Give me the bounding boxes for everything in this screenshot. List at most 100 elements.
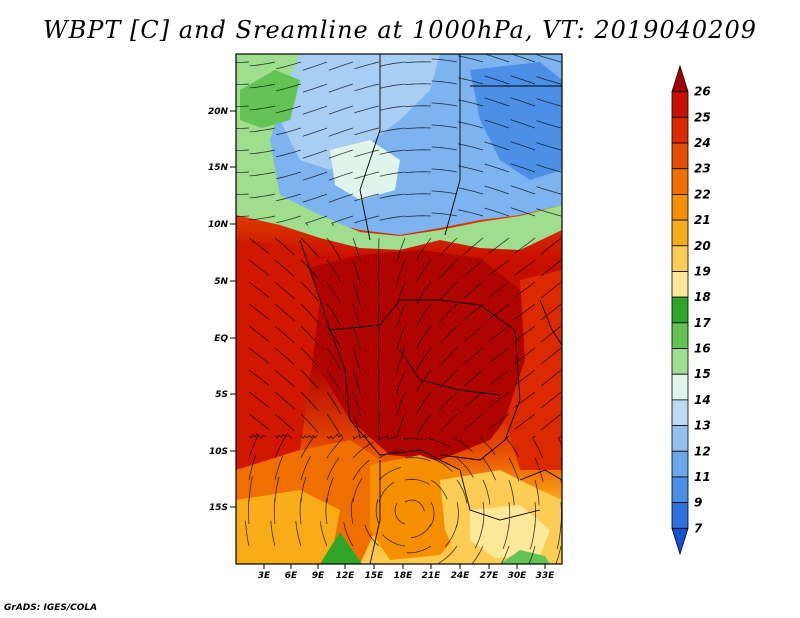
streamline	[540, 259, 562, 277]
streamline	[302, 171, 328, 181]
colorbar-swatch	[671, 91, 689, 118]
streamline	[405, 149, 432, 152]
streamline	[274, 391, 295, 410]
streamline	[403, 435, 427, 441]
streamline	[378, 467, 401, 481]
streamline	[404, 457, 431, 462]
streamline	[319, 521, 328, 547]
streamline	[249, 105, 276, 111]
streamline	[300, 435, 315, 459]
streamline	[305, 215, 328, 226]
streamline	[484, 54, 510, 63]
streamline	[378, 369, 380, 396]
streamline	[510, 141, 536, 151]
streamline	[378, 347, 380, 374]
streamline	[430, 479, 448, 500]
streamline	[326, 438, 344, 459]
streamline	[514, 303, 536, 320]
streamline	[300, 369, 319, 390]
streamline	[295, 520, 302, 547]
lon-tick-label: 15E	[365, 571, 385, 581]
colorbar-label: 25	[694, 110, 711, 124]
streamline	[300, 413, 319, 434]
streamline	[482, 479, 491, 505]
colorbar-label: 15	[694, 367, 711, 381]
streamline	[431, 58, 458, 63]
streamline	[249, 193, 276, 199]
streamline	[456, 501, 459, 528]
map-frame	[235, 53, 563, 565]
streamline	[300, 347, 319, 368]
streamline	[274, 433, 293, 439]
colorbar-label: 13	[694, 419, 711, 433]
streamline	[458, 55, 484, 63]
longitude-axis: 3E 6E 9E 12E 15E 18E 21E 24E 27E 30E 33E	[258, 564, 555, 581]
streamline	[463, 303, 484, 321]
streamline	[428, 435, 450, 448]
streamline	[378, 391, 380, 418]
colorbar-label: 26	[694, 85, 711, 99]
streamline	[300, 281, 319, 302]
streamline	[458, 99, 484, 107]
colorbar-swatch	[671, 476, 689, 504]
streamline	[352, 281, 361, 307]
streamline	[379, 61, 406, 67]
streamline	[558, 435, 562, 447]
streamline	[379, 215, 406, 221]
colorbar-label: 12	[694, 444, 711, 458]
streamline	[405, 193, 432, 196]
streamline	[351, 498, 354, 525]
streamline	[326, 477, 334, 503]
streamline	[354, 193, 380, 202]
streamline	[484, 141, 510, 151]
colorbar-label: 7	[694, 521, 703, 535]
lat-tick-label: 10N	[208, 220, 229, 230]
streamline	[536, 98, 562, 107]
streamline	[540, 391, 562, 409]
streamline	[274, 347, 295, 366]
streamline	[396, 391, 406, 417]
streamline	[249, 83, 276, 89]
streamline	[325, 498, 328, 525]
streamline	[406, 545, 432, 554]
streamline	[378, 435, 397, 440]
colorbar-swatch	[671, 142, 689, 170]
streamline	[458, 209, 484, 217]
streamline	[502, 523, 510, 549]
streamline	[276, 61, 302, 70]
streamline	[510, 163, 536, 173]
streamline	[439, 303, 458, 323]
streamline	[431, 80, 458, 85]
streamline	[248, 433, 267, 439]
streamline	[536, 54, 562, 63]
streamline	[326, 369, 341, 392]
streamline	[248, 281, 270, 299]
streamline	[276, 193, 302, 202]
streamline	[276, 83, 302, 92]
wbpt-highland-pale-region	[470, 505, 550, 558]
streamline	[328, 171, 354, 181]
streamline	[484, 207, 510, 217]
streamline	[500, 545, 510, 564]
streamline	[484, 185, 510, 195]
colorbar-swatch	[671, 502, 689, 529]
streamline	[270, 520, 276, 547]
streamline	[454, 435, 473, 453]
streamline	[378, 325, 380, 352]
streamline	[431, 168, 458, 173]
streamline	[416, 369, 432, 392]
wbpt-green-band	[236, 54, 562, 250]
streamline	[439, 281, 458, 301]
streamline	[458, 187, 484, 195]
streamline	[439, 325, 458, 345]
streamline	[276, 149, 302, 158]
streamline	[405, 105, 432, 108]
colorbar: 26 25 24 23 22 21 20 19 18 17 16 15 14 13 12 11 9 7	[671, 64, 711, 556]
streamline	[274, 476, 280, 503]
colorbar-label: 22	[694, 187, 711, 201]
streamline	[514, 237, 536, 254]
lon-tick-label: 3E	[258, 571, 271, 581]
colorbar-swatch	[671, 271, 689, 298]
streamline	[354, 215, 380, 224]
